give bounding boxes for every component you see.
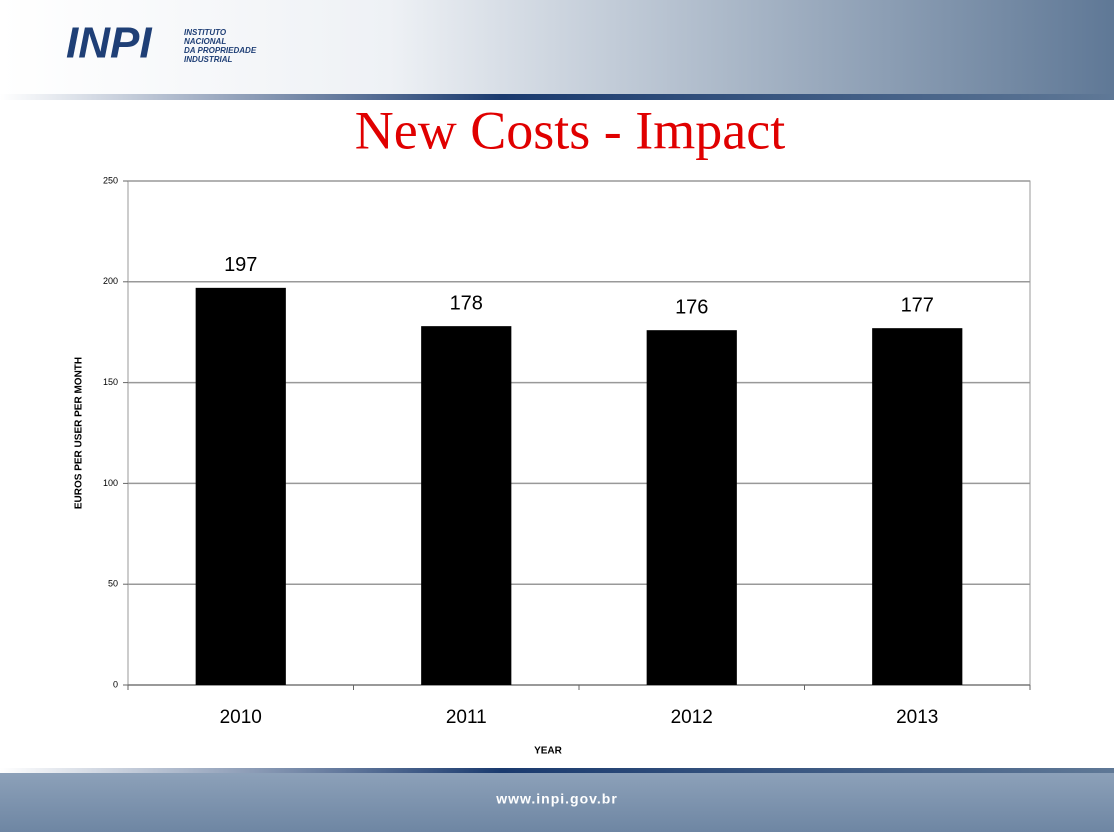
bar bbox=[646, 330, 737, 685]
x-tick-label: 2012 bbox=[671, 707, 713, 728]
data-label: 178 bbox=[450, 292, 483, 314]
footer-band bbox=[0, 770, 1114, 832]
data-label: 176 bbox=[675, 296, 708, 318]
y-tick-label: 0 bbox=[113, 679, 118, 689]
data-label: 197 bbox=[224, 254, 257, 276]
logo: INPI bbox=[66, 19, 152, 68]
org-line: INDUSTRIAL bbox=[184, 55, 233, 64]
header-band bbox=[0, 0, 1114, 96]
bar bbox=[421, 326, 512, 685]
y-tick-label: 100 bbox=[103, 478, 118, 488]
bar bbox=[195, 287, 286, 685]
y-tick-label: 250 bbox=[103, 175, 118, 185]
y-tick-label: 50 bbox=[108, 579, 118, 589]
bar bbox=[872, 328, 963, 685]
y-tick-label: 150 bbox=[103, 377, 118, 387]
y-tick-label: 200 bbox=[103, 276, 118, 286]
org-line: NACIONAL bbox=[184, 37, 226, 46]
x-tick-label: 2010 bbox=[220, 707, 262, 728]
data-label: 177 bbox=[901, 294, 934, 316]
x-tick-label: 2011 bbox=[446, 707, 487, 728]
x-axis-label: YEAR bbox=[534, 746, 563, 757]
header-rule bbox=[0, 94, 1114, 100]
footer-url: www.inpi.gov.br bbox=[495, 791, 618, 807]
footer-rule bbox=[0, 768, 1114, 773]
x-tick-label: 2013 bbox=[896, 707, 938, 728]
y-axis-label: EUROS PER USER PER MONTH bbox=[74, 357, 85, 509]
org-line: INSTITUTO bbox=[184, 28, 227, 37]
chart-title: New Costs - Impact bbox=[355, 100, 785, 160]
org-line: DA PROPRIEDADE bbox=[184, 46, 257, 55]
